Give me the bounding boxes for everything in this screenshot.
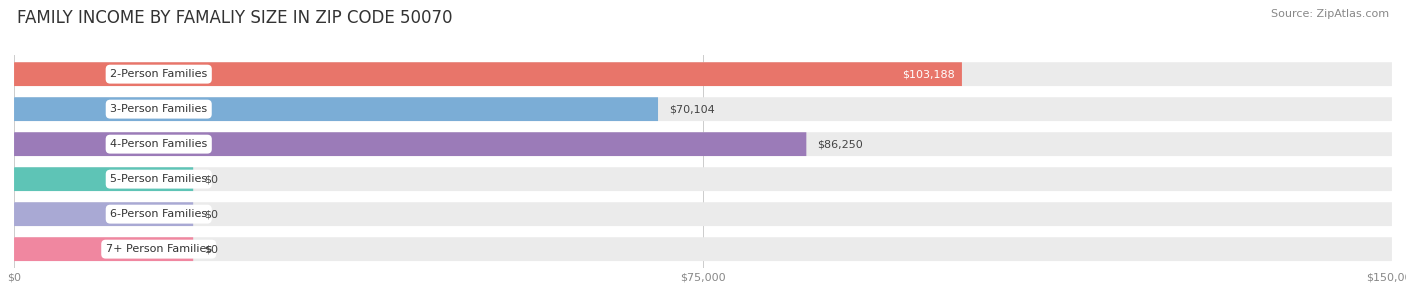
Text: 4-Person Families: 4-Person Families bbox=[110, 139, 207, 149]
FancyBboxPatch shape bbox=[14, 62, 1392, 86]
FancyBboxPatch shape bbox=[14, 62, 962, 86]
FancyBboxPatch shape bbox=[14, 132, 1392, 156]
Text: $0: $0 bbox=[204, 209, 218, 219]
Text: 3-Person Families: 3-Person Families bbox=[110, 104, 207, 114]
Text: $0: $0 bbox=[204, 244, 218, 254]
FancyBboxPatch shape bbox=[14, 132, 806, 156]
FancyBboxPatch shape bbox=[14, 167, 193, 191]
Text: $86,250: $86,250 bbox=[817, 139, 863, 149]
FancyBboxPatch shape bbox=[14, 237, 1392, 261]
Text: $103,188: $103,188 bbox=[903, 69, 955, 79]
Text: 5-Person Families: 5-Person Families bbox=[110, 174, 207, 184]
FancyBboxPatch shape bbox=[14, 97, 658, 121]
FancyBboxPatch shape bbox=[14, 237, 193, 261]
FancyBboxPatch shape bbox=[14, 202, 1392, 226]
FancyBboxPatch shape bbox=[14, 167, 1392, 191]
Text: $0: $0 bbox=[204, 174, 218, 184]
Text: 7+ Person Families: 7+ Person Families bbox=[105, 244, 212, 254]
Text: 2-Person Families: 2-Person Families bbox=[110, 69, 207, 79]
Text: $70,104: $70,104 bbox=[669, 104, 714, 114]
FancyBboxPatch shape bbox=[14, 202, 193, 226]
FancyBboxPatch shape bbox=[14, 97, 1392, 121]
Text: 6-Person Families: 6-Person Families bbox=[110, 209, 207, 219]
Text: Source: ZipAtlas.com: Source: ZipAtlas.com bbox=[1271, 9, 1389, 19]
Text: FAMILY INCOME BY FAMALIY SIZE IN ZIP CODE 50070: FAMILY INCOME BY FAMALIY SIZE IN ZIP COD… bbox=[17, 9, 453, 27]
